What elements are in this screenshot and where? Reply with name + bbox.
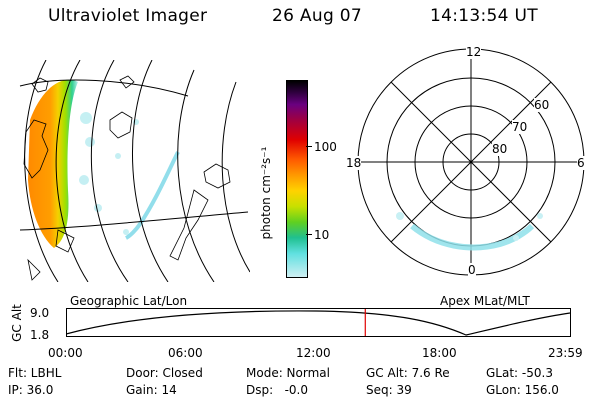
info-dsp: Dsp: -0.0 xyxy=(246,383,309,397)
geographic-map xyxy=(19,60,250,282)
mlt-label-0: 0 xyxy=(468,263,476,277)
coastlines xyxy=(23,75,231,281)
polar-aurora-oval xyxy=(410,223,535,251)
info-glon: GLon: 156.0 xyxy=(486,383,559,397)
mlt-label-6: 6 xyxy=(577,156,585,170)
info-glat: GLat: -50.3 xyxy=(486,366,553,380)
colorbar-tick-100: 100 xyxy=(314,140,337,154)
colorbar xyxy=(286,80,308,278)
date-label: 26 Aug 07 xyxy=(272,6,362,26)
lat-label-60: 60 xyxy=(534,98,550,112)
altitude-ytick-9: 9.0 xyxy=(30,306,50,320)
altitude-ytick-1.8: 1.8 xyxy=(30,328,50,342)
info-gc-alt: GC Alt: 7.6 Re xyxy=(366,366,450,380)
altitude-xtick-2359: 23:59 xyxy=(548,346,583,360)
lat-label-80: 80 xyxy=(492,142,508,156)
polar-emission-patches xyxy=(396,212,543,241)
altitude-axis-label: GC Alt xyxy=(10,304,24,342)
polar-plot xyxy=(357,48,585,276)
latitude-arcs xyxy=(19,60,250,282)
info-mode: Mode: Normal xyxy=(246,366,330,380)
colorbar-unit-label: photon cm⁻²s⁻¹ xyxy=(259,146,273,240)
altitude-plot-frame xyxy=(66,308,571,337)
altitude-plot xyxy=(66,308,571,337)
apex-label: Apex MLat/MLT xyxy=(440,294,530,308)
altitude-curve xyxy=(66,310,571,336)
info-gain: Gain: 14 xyxy=(126,383,177,397)
altitude-xtick-0600: 06:00 xyxy=(168,346,203,360)
altitude-xtick-0000: 00:00 xyxy=(48,346,83,360)
lat-label-70: 70 xyxy=(512,120,528,134)
info-ip: IP: 36.0 xyxy=(8,383,54,397)
geographic-label: Geographic Lat/Lon xyxy=(70,294,188,308)
altitude-xtick-1800: 18:00 xyxy=(422,346,457,360)
aurora-arc xyxy=(124,151,180,240)
colorbar-tick-10: 10 xyxy=(314,228,330,242)
mlt-label-18: 18 xyxy=(346,156,362,170)
altitude-xtick-1200: 12:00 xyxy=(296,346,331,360)
info-flt: Flt: LBHL xyxy=(8,366,62,380)
info-door: Door: Closed xyxy=(126,366,203,380)
colorbar-tickmark-10 xyxy=(306,234,312,235)
meridian-diag-2 xyxy=(390,81,552,243)
aurora-band xyxy=(28,79,78,248)
info-seq: Seq: 39 xyxy=(366,383,412,397)
colorbar-tickmark-100 xyxy=(306,146,312,147)
instrument-title: Ultraviolet Imager xyxy=(48,6,208,26)
time-label: 14:13:54 UT xyxy=(430,6,538,26)
mlt-label-12: 12 xyxy=(466,45,482,59)
